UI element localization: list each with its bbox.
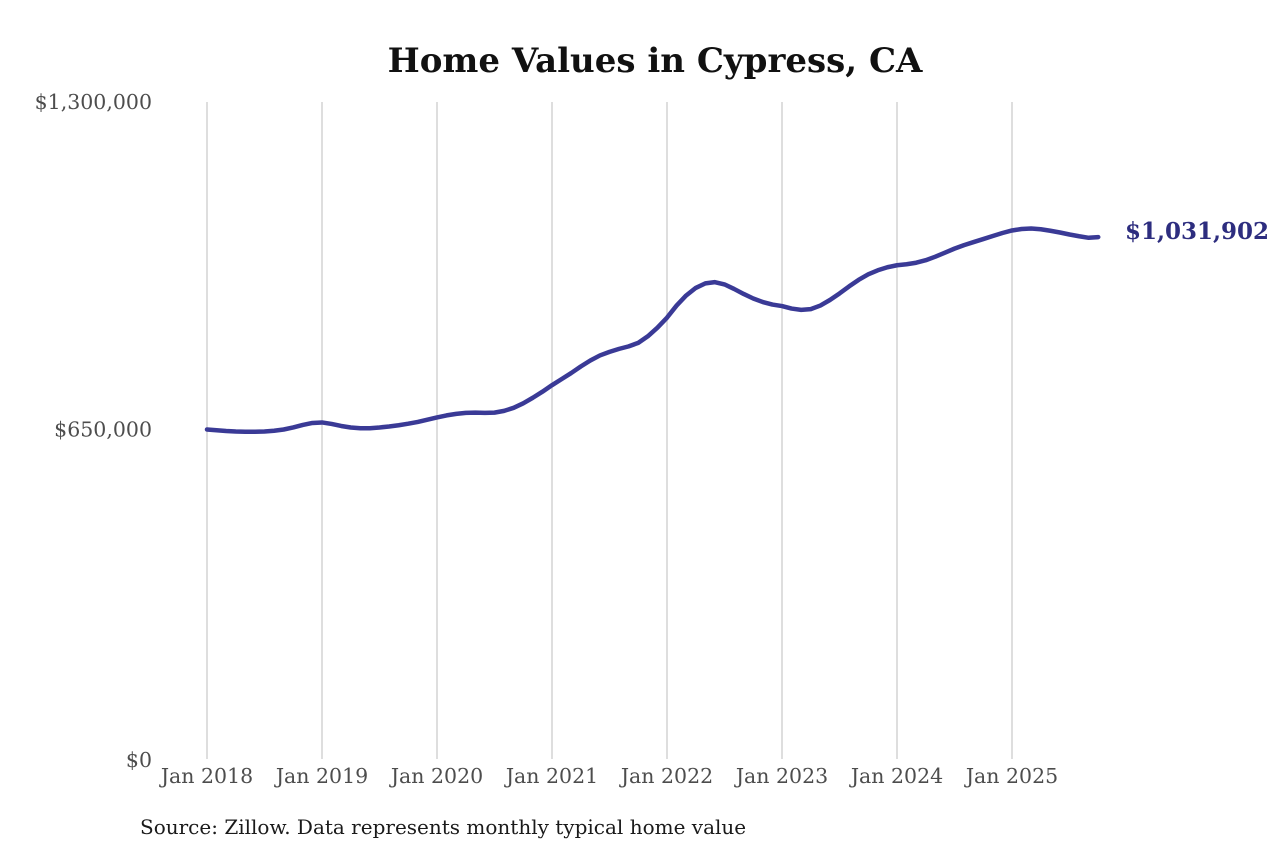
y-axis-tick-label: $650,000 <box>54 418 152 442</box>
x-axis-tick-label: Jan 2021 <box>504 764 598 788</box>
y-axis-tick-label: $0 <box>126 748 152 772</box>
y-axis-tick-label: $1,300,000 <box>35 90 152 114</box>
axis-tick-label-layer: Jan 2018 Jan 2019 Jan 2020 Jan 2021 Jan 2022… <box>35 90 1059 788</box>
x-axis-tick-label: Jan 2020 <box>389 764 483 788</box>
x-axis-tick-label: Jan 2024 <box>849 764 943 788</box>
gridline-layer <box>206 102 1013 759</box>
x-axis-tick-label: Jan 2023 <box>734 764 828 788</box>
source-note: Source: Zillow. Data represents monthly … <box>140 815 746 839</box>
home-value-line <box>204 226 1101 435</box>
chart-title: Home Values in Cypress, CA <box>388 41 923 81</box>
x-axis-tick-label: Jan 2025 <box>964 764 1058 788</box>
latest-value-label: $1,031,902 <box>1125 218 1269 245</box>
x-axis-tick-label: Jan 2019 <box>274 764 368 788</box>
x-axis-tick-label: Jan 2022 <box>619 764 713 788</box>
x-axis-tick-label: Jan 2018 <box>159 764 253 788</box>
series-layer <box>204 226 1101 435</box>
